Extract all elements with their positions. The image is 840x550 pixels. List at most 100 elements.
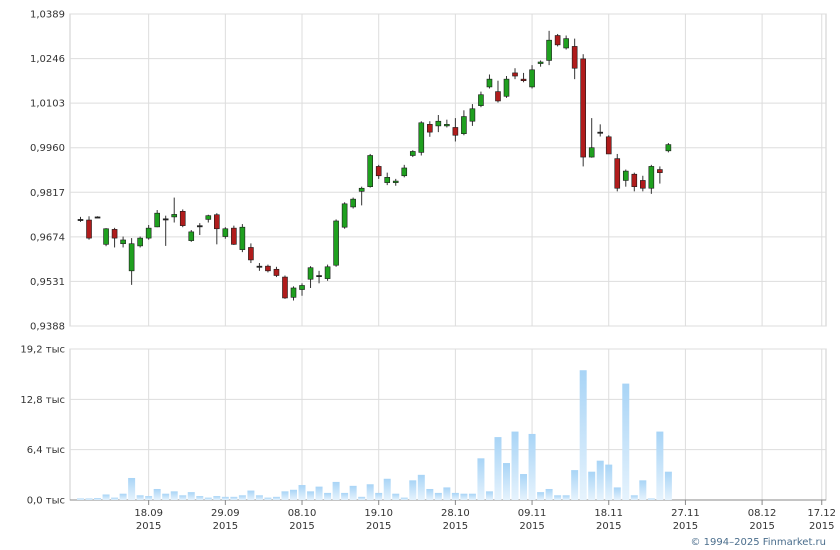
volume-bar — [451, 492, 459, 500]
volume-bar — [290, 489, 297, 500]
volume-bar — [213, 496, 221, 500]
volume-bar — [494, 437, 502, 500]
candle-body — [375, 166, 382, 177]
candle-body — [495, 91, 501, 102]
price-y-tick-label: 0,9674 — [30, 232, 65, 243]
volume-bar — [554, 495, 562, 500]
volume-bar — [400, 497, 408, 500]
volume-bar — [647, 498, 655, 500]
volume-bar — [170, 491, 178, 500]
x-tick-year: 2015 — [749, 521, 774, 532]
candle-body — [588, 147, 595, 158]
candle-body — [290, 287, 297, 298]
candle-body — [554, 35, 561, 46]
x-tick-date: 18.11 — [594, 508, 623, 519]
volume-bar — [77, 498, 84, 500]
candle-body — [452, 127, 459, 136]
volume-bar — [332, 481, 340, 500]
volume-bar — [596, 460, 604, 500]
volume-bar — [562, 495, 570, 500]
volume-bar — [128, 477, 136, 500]
volume-bar — [247, 490, 255, 500]
x-tick-year: 2015 — [366, 521, 391, 532]
candle-body — [614, 158, 621, 189]
volume-bar — [622, 383, 630, 500]
volume-plot-frame — [69, 348, 827, 501]
candle-body — [256, 265, 263, 268]
x-tick-date: 28.10 — [441, 508, 470, 519]
price-grid — [69, 13, 827, 327]
x-tick-year: 2015 — [136, 521, 161, 532]
volume-bar — [238, 495, 246, 500]
candle-body — [580, 58, 586, 158]
x-tick-year: 2015 — [673, 521, 698, 532]
candle-body — [273, 268, 280, 276]
volume-bar — [179, 495, 187, 500]
candle-body — [384, 177, 391, 183]
copyright-credit: © 1994–2025 Finmarket.ru — [690, 537, 826, 548]
volume-bar — [468, 493, 476, 500]
volume-bar — [613, 487, 621, 500]
candle-body — [120, 239, 126, 245]
volume-y-tick-label: 6,4 тыс — [27, 445, 65, 456]
volume-bar — [324, 492, 332, 500]
candle-body — [333, 220, 339, 266]
candle-body — [478, 94, 484, 106]
volume-bar — [315, 486, 323, 500]
volume-bar — [434, 492, 442, 500]
volume-bar — [571, 470, 579, 500]
volume-bar — [588, 471, 596, 500]
volume-bar — [375, 492, 383, 500]
price-y-tick-label: 0,9960 — [30, 143, 65, 154]
volume-bar — [145, 496, 153, 500]
candle-body — [546, 39, 552, 61]
candle-body — [461, 116, 467, 134]
volume-bar — [230, 496, 238, 500]
volume-bar — [162, 493, 170, 500]
volume-bar — [366, 484, 374, 500]
volume-y-axis: 19,2 тыс 12,8 тыс 6,4 тыс 0,0 тыс — [20, 345, 65, 507]
volume-bar — [102, 494, 110, 500]
x-tick-date: 08.12 — [748, 508, 777, 519]
candle-body — [529, 69, 535, 88]
volume-bar — [349, 485, 357, 500]
candle-body — [94, 216, 101, 219]
x-tick-date: 18.09 — [134, 508, 163, 519]
candle-body — [622, 170, 629, 181]
candle-body — [282, 276, 288, 299]
candle-body — [103, 228, 109, 245]
candle-body — [265, 265, 271, 272]
candle-body — [520, 78, 527, 82]
x-tick-date: 17.12 — [807, 508, 836, 519]
price-y-tick-label: 0,9388 — [30, 322, 65, 333]
candle-body — [307, 267, 314, 280]
x-tick-year: 2015 — [213, 521, 238, 532]
volume-bar — [307, 491, 315, 500]
candle-body — [222, 228, 229, 237]
candle-body — [503, 78, 510, 97]
volume-bar — [119, 493, 127, 500]
candle-body — [341, 203, 348, 228]
candle-body — [231, 227, 237, 245]
candle-body — [367, 155, 373, 187]
price-candles — [77, 30, 672, 301]
candle-body — [418, 122, 425, 153]
volume-bar — [358, 496, 366, 500]
candle-body — [605, 136, 612, 155]
candle-body — [350, 198, 356, 208]
volume-bar — [485, 491, 493, 500]
candle-body — [512, 72, 518, 77]
candle-body — [444, 124, 450, 127]
volume-bar — [392, 493, 400, 500]
candle-body — [239, 226, 246, 250]
volume-bar — [426, 488, 434, 500]
volume-bar — [520, 474, 528, 500]
volume-bar — [111, 497, 119, 500]
x-tick-date: 09.11 — [518, 508, 547, 519]
x-tick-date: 27.11 — [671, 508, 700, 519]
candle-body — [409, 151, 416, 156]
candle-body — [435, 120, 442, 127]
volume-y-tick-label: 19,2 тыс — [20, 345, 65, 356]
candle-body — [392, 180, 399, 183]
candle-body — [648, 166, 655, 189]
